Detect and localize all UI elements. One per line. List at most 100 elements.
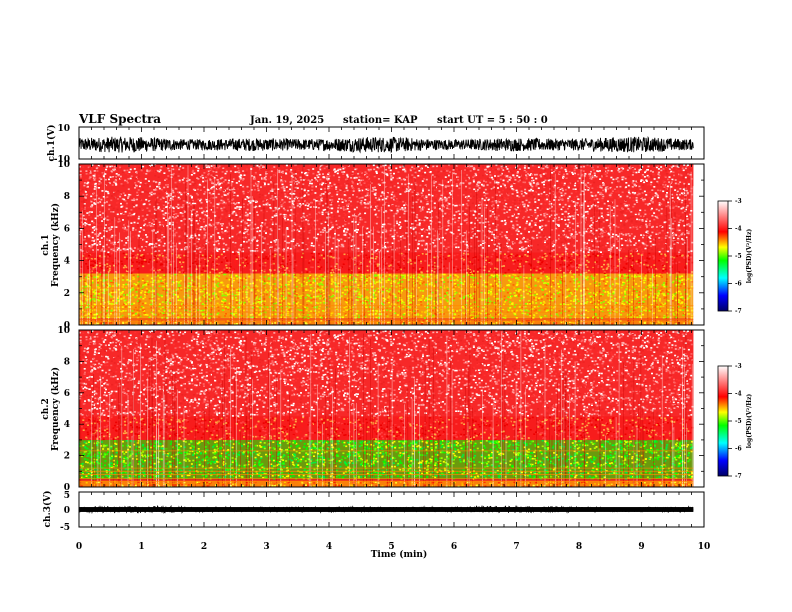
ch1-spectrogram-cell [452,286,455,288]
ch1-spectrogram-cell [150,281,153,283]
ch1-spectrogram-cell [323,265,326,268]
ch1-spectrogram-cell [619,279,622,281]
ch1-spectrogram-cell [303,305,306,308]
ch1-spectrogram-cell [611,305,614,308]
ch1-spectrogram-cell [558,285,560,288]
ch1-spectrogram-cell [113,279,116,281]
ch1-spectrogram-cell [99,261,102,264]
ch1-spectrogram-cell [539,257,542,260]
ch1-spectrogram-cell [540,317,542,319]
ch1-spectrogram-cell [661,264,664,267]
ch1-spectrogram-cell [485,283,488,286]
ch1-spectrogram-cell [608,320,611,322]
ch1-spectrogram-cell [408,302,411,304]
figure-title: VLF Spectra [78,112,161,126]
ch1-spectrogram-cell [607,265,610,267]
ch1-spectrogram-cell [161,285,164,288]
ch1-spectrogram-cell [452,288,455,290]
ch1-spectrogram-cell [661,289,664,292]
ch1-spectrogram-cell [413,310,416,313]
ch1-spectrogram-cell [112,253,115,256]
ch1-spectrogram-cell [258,298,261,300]
ch1-spectrogram-cell [188,296,191,299]
ch1-spectrogram-cell [678,280,681,283]
ch1-spectrogram-cell [511,310,514,312]
ch1-spectrogram-cell [506,257,509,259]
ch1-spectrogram-cell [601,310,604,313]
ch1-spectrogram-cell [622,282,625,285]
ch1-spectrogram-cell [126,279,129,281]
ch1-spectrogram-cell [87,316,90,319]
ch1-spectrogram-cell [223,268,226,271]
ch1-spectrogram-cell [259,309,262,311]
ch1-spectrogram-cell [540,302,543,304]
ch1-spectrogram-cell [217,279,220,281]
ch1-spectrogram-cell [612,278,615,281]
ch1-spectrogram-cell [559,282,562,284]
ch1-spectrogram-cell [260,292,263,294]
ch1-spectrogram-cell [571,266,574,268]
ch1-spectrogram-cell [220,281,223,284]
ch1-spectrogram-cell [497,321,500,324]
ch1-spectrogram-cell [376,265,379,267]
ch1-spectrogram-cell [121,274,124,277]
ch1-spectrogram-cell [412,276,415,279]
ch1-spectrogram-cell [119,315,122,318]
ch1-spectrogram-cell [678,271,681,273]
ch1-spectrogram-cell [543,267,546,269]
ch1-spectrogram-cell [137,282,140,284]
ch1-spectrogram-cell [537,299,540,301]
ch1-spectrogram-cell [467,261,470,264]
ch1-spectrogram-cell [136,261,138,263]
ch1-spectrogram-cell [101,315,104,318]
ch1-spectrogram-cell [590,275,593,278]
ch1-spectrogram-cell [238,276,241,279]
ch1-spectrogram-cell [340,266,343,268]
ch1-spectrogram-cell [552,280,555,282]
ch1-spectrogram-cell [326,267,329,270]
ch1-spectrogram-cell [388,256,390,258]
ch1-spectrogram-cell [388,274,391,276]
ch1-spectrogram-cell [356,310,359,312]
ch1-spectrogram-cell [107,320,110,323]
ch1-spectrogram-cell [583,272,586,274]
ch1-spectrogram-cell [114,276,117,279]
ch1-spectrogram-cell [413,285,416,287]
ch1-spectrogram-cell [271,305,274,307]
ch1-spectrogram-cell [402,305,405,308]
ch1-spectrogram-cell [497,311,499,314]
ch1-spectrogram-cell [223,294,226,297]
ch1-spectrogram-cell [377,281,379,283]
ch1-spectrogram-cell [626,320,629,323]
ch1-spectrogram-cell [660,310,663,312]
ch1-spectrogram-cell [232,317,234,319]
ch1-spectrogram-cell [282,321,285,324]
ch1-spectrogram-cell [122,266,125,269]
ch1-spectrogram-cell [231,298,234,300]
ch1-spectrogram-cell [569,262,572,264]
ch1-spectrogram-cell [364,281,367,283]
ch1-spectrogram-cell [524,303,527,305]
ch1-spectrogram-cell [355,313,358,315]
ch1-spectrogram-cell [278,288,281,290]
ch1-spectrogram-cell [600,302,603,304]
ch1-spectrogram-cell [592,253,595,255]
ch1-spectrogram-cell [311,305,314,307]
ch1-spectrogram-cell [416,282,419,284]
ch1-spectrogram-cell [136,255,138,258]
ch1-spectrogram-cell [525,260,528,263]
ch1-spectrogram-cell [96,298,99,301]
ch1-spectrogram-cell [226,268,229,271]
ch1-spectrogram-cell [542,271,545,273]
ch1-spectrogram-cell [323,294,326,296]
ch1-spectrogram-cell [96,294,99,297]
ch1-spectrogram-cell [504,322,507,324]
ch1-spectrogram-cell [381,292,384,294]
ch1-spectrogram-cell [234,310,237,312]
ch1-spectrogram-cell [608,317,611,319]
ch1-spectrogram-cell [580,320,583,323]
ch1-spectrogram-cell [442,313,445,315]
ch1-spectrogram-cell [564,310,567,313]
ch1-spectrogram-cell [488,270,491,273]
ch1-spectrogram-cell [365,254,368,257]
